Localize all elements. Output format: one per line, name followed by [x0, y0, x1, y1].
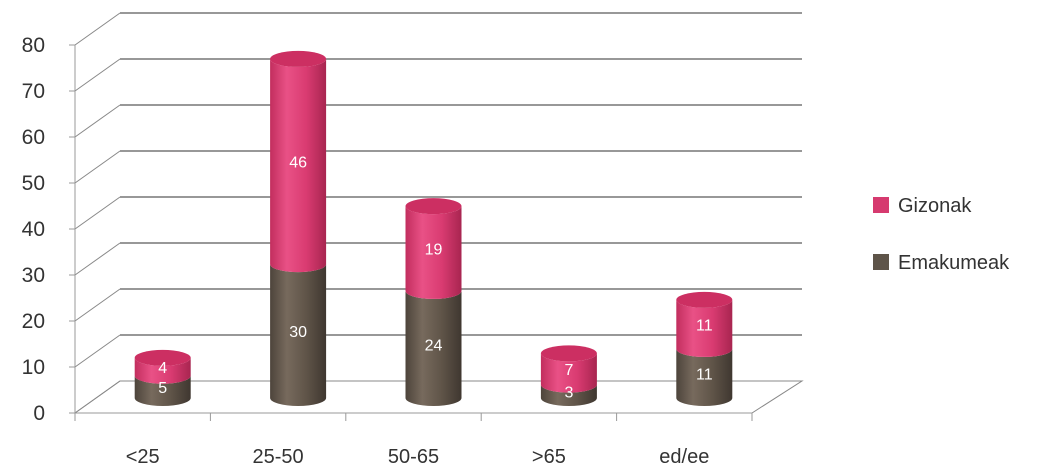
y-tick-label: 20 — [22, 310, 45, 333]
data-label: 3 — [564, 384, 573, 401]
x-tick-label: >65 — [532, 446, 566, 468]
y-tick-label: 80 — [22, 34, 45, 57]
labels-layer: 5 4 30 46 24 19 3 7 11 11 — [158, 155, 712, 402]
bar-top-cap — [270, 50, 327, 67]
gridline-side — [74, 334, 121, 368]
bar-segment — [405, 290, 462, 406]
bar-segment — [405, 206, 462, 299]
bar-segment — [540, 384, 597, 406]
gridline-side — [74, 196, 121, 230]
gridline-side — [74, 150, 121, 184]
data-label: 7 — [564, 362, 573, 379]
data-label: 11 — [696, 317, 713, 334]
legend-swatch — [873, 254, 889, 270]
bar-segment — [270, 58, 327, 273]
gridline-side — [74, 104, 121, 138]
bar-top-cap — [405, 198, 462, 215]
bar-segment — [676, 348, 733, 406]
data-label: 5 — [158, 380, 167, 397]
y-tick-label: 30 — [22, 264, 45, 287]
bar-segment — [540, 353, 597, 393]
y-tick-label: 50 — [22, 172, 45, 195]
data-label: 11 — [696, 366, 713, 383]
y-tick-label: 0 — [33, 402, 45, 425]
x-tick-label: 50-65 — [388, 446, 439, 468]
y-tick-label: 60 — [22, 126, 45, 149]
bar-segment — [270, 264, 327, 406]
legend: Gizonak Emakumeak — [873, 195, 1010, 274]
bar-top-cap — [540, 345, 597, 362]
bar-top-cap — [676, 291, 733, 308]
legend-label: Gizonak — [898, 195, 972, 217]
bar-segment — [134, 357, 191, 384]
y-tick-label: 40 — [22, 218, 45, 241]
gridline-side — [74, 12, 121, 46]
data-label: 4 — [158, 360, 167, 377]
data-label: 24 — [425, 337, 443, 354]
data-label: 19 — [425, 242, 443, 259]
gridline-side — [74, 242, 121, 276]
bar-segment — [676, 299, 733, 357]
bar-segment — [134, 375, 191, 406]
bars-layer — [134, 50, 733, 406]
gridline-side — [74, 288, 121, 322]
y-tick-label: 70 — [22, 80, 45, 103]
legend-label: Emakumeak — [898, 252, 1010, 274]
data-label: 30 — [289, 324, 307, 341]
x-tick-label: 25-50 — [253, 446, 304, 468]
gridline-side — [74, 58, 121, 92]
x-tick-label: <25 — [126, 446, 160, 468]
x-tick-label: ed/ee — [659, 446, 709, 468]
bar-top-cap — [134, 349, 191, 366]
y-tick-label: 10 — [22, 356, 45, 379]
axis-layer: 0 10 20 30 40 50 60 70 80 <25 25-50 50-65 >65 ed/ee — [22, 34, 753, 468]
data-label: 46 — [289, 155, 307, 172]
legend-swatch — [873, 197, 889, 213]
